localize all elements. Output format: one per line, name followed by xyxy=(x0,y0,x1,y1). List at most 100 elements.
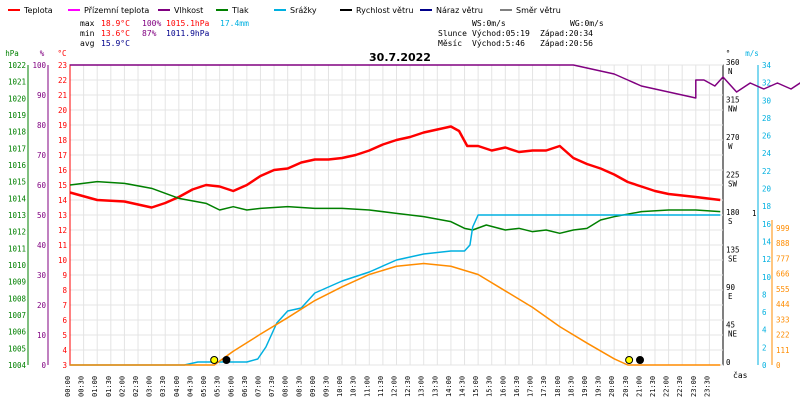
legend-label: Tlak xyxy=(231,6,249,15)
rain-tick-label: 333 xyxy=(776,315,790,324)
x-tick-label: 05:00 xyxy=(200,376,208,397)
stats-block: max 18.9°C 100% 1015.1hPa 17.4mm min 13.… xyxy=(80,19,249,48)
percent-tick-label: 70 xyxy=(37,151,47,160)
x-tick-label: 05:30 xyxy=(214,376,222,397)
x-tick-label: 13:30 xyxy=(431,376,439,397)
rain-tick-label: 777 xyxy=(776,254,790,263)
hpa-tick-label: 1019 xyxy=(8,111,26,120)
moonset-text: Západ:20:56 xyxy=(540,39,593,48)
celsius-tick-label: 21 xyxy=(58,91,67,100)
x-tick-label: 21:00 xyxy=(635,376,643,397)
celsius-tick-label: 9 xyxy=(62,271,67,280)
hpa-tick-label: 1007 xyxy=(8,311,26,320)
direction-name-label: NE xyxy=(728,330,738,339)
stat-avg-label: avg xyxy=(80,39,95,48)
x-tick-label: 08:00 xyxy=(282,376,290,397)
series-line-1 xyxy=(70,64,800,99)
wind-tick-label: 18 xyxy=(762,202,772,211)
celsius-tick-label: 8 xyxy=(62,286,67,295)
wind-tick-label: 6 xyxy=(762,308,767,317)
percent-tick-label: 0 xyxy=(41,361,46,370)
legend-label: Teplota xyxy=(23,6,53,15)
stat-max-press: 1015.1hPa xyxy=(166,19,210,28)
celsius-tick-label: 20 xyxy=(58,106,68,115)
x-tick-label: 11:30 xyxy=(377,376,385,397)
direction-name-label: E xyxy=(728,292,733,301)
x-tick-label: 19:00 xyxy=(581,376,589,397)
direction-tick-label: 225 xyxy=(726,171,740,180)
hpa-tick-label: 1009 xyxy=(8,278,26,287)
wind-tick-label: 24 xyxy=(762,149,772,158)
wind-tick-label: 4 xyxy=(762,326,767,335)
x-tick-label: 21:30 xyxy=(649,376,657,397)
x-tick-label: 19:30 xyxy=(595,376,603,397)
hpa-tick-label: 1012 xyxy=(8,228,26,237)
direction-tick-label: 315 xyxy=(726,96,740,105)
rain-tick-label: 222 xyxy=(776,331,790,340)
celsius-tick-label: 17 xyxy=(58,151,67,160)
celsius-tick-label: 3 xyxy=(62,361,67,370)
stat-avg-temp: 15.9°C xyxy=(101,39,130,48)
percent-tick-label: 80 xyxy=(37,121,47,130)
x-tick-label: 06:30 xyxy=(241,376,249,397)
wind-speed-text: WS:0m/s xyxy=(472,19,506,28)
direction-name-label: SW xyxy=(728,180,738,189)
x-tick-label: 00:00 xyxy=(64,376,72,397)
series-line-4 xyxy=(70,262,721,366)
stat-max-label: max xyxy=(80,19,95,28)
percent-tick-label: 40 xyxy=(37,241,47,250)
chart-title: 30.7.2022 xyxy=(369,51,431,64)
x-tick-label: 04:30 xyxy=(186,376,194,397)
sunset-text: Západ:20:34 xyxy=(540,29,593,38)
x-tick-label: 09:30 xyxy=(322,376,330,397)
rain-tick-label: 555 xyxy=(776,285,790,294)
legend-label: Směr větru xyxy=(516,6,561,15)
moonrise-marker xyxy=(222,356,231,364)
hpa-tick-label: 1005 xyxy=(8,344,26,353)
x-tick-label: 16:00 xyxy=(499,376,507,397)
wind-tick-label: 12 xyxy=(762,255,771,264)
hpa-tick-label: 1018 xyxy=(8,128,27,137)
legend: Teplota Přízemní teplota Vlhkost Tlak Srážky… xyxy=(8,6,561,15)
x-tick-label: 18:30 xyxy=(567,376,575,397)
percent-axis-title: % xyxy=(40,49,45,58)
celsius-tick-label: 7 xyxy=(62,301,67,310)
x-tick-label: 07:30 xyxy=(268,376,276,397)
direction-name-label: NW xyxy=(728,105,738,114)
rain-tick-label: 888 xyxy=(776,239,790,248)
series-line-2 xyxy=(69,180,721,235)
x-tick-label: 14:30 xyxy=(459,376,467,397)
x-tick-label: 20:30 xyxy=(622,376,630,397)
wind-tick-label: 34 xyxy=(762,61,772,70)
x-tick-label: 11:00 xyxy=(363,376,371,397)
x-tick-label: 03:30 xyxy=(159,376,167,397)
x-tick-label: 02:30 xyxy=(132,376,140,397)
legend-label: Srážky xyxy=(290,6,317,15)
x-tick-label: 22:00 xyxy=(663,376,671,397)
wind-axis-title: m/s xyxy=(745,49,759,58)
x-tick-label: 14:00 xyxy=(445,376,453,397)
direction-name-label: W xyxy=(728,142,733,151)
x-tick-label: 03:00 xyxy=(146,376,154,397)
direction-tick-label: 270 xyxy=(726,133,740,142)
wind-tick-label: 20 xyxy=(762,185,772,194)
percent-tick-label: 50 xyxy=(37,211,47,220)
percent-tick-label: 30 xyxy=(37,271,47,280)
x-tick-label: 01:00 xyxy=(91,376,99,397)
x-tick-label: 07:00 xyxy=(254,376,262,397)
hpa-tick-label: 1016 xyxy=(8,161,27,170)
direction-tick-label: 135 xyxy=(726,246,740,255)
wind-tick-label: 2 xyxy=(762,343,767,352)
hpa-tick-label: 1008 xyxy=(8,294,27,303)
wind-gust-text: WG:0m/s xyxy=(570,19,604,28)
direction-tick-label: 180 xyxy=(726,208,740,217)
moonrise-text: Východ:5:46 xyxy=(472,39,525,48)
markers-layer xyxy=(210,356,645,364)
hpa-tick-label: 1004 xyxy=(8,361,27,370)
moon-label: Měsíc xyxy=(438,39,462,48)
sun-label: Slunce xyxy=(438,29,467,38)
hpa-tick-label: 1017 xyxy=(8,144,26,153)
hpa-tick-label: 1015 xyxy=(8,178,26,187)
x-tick-label: 13:00 xyxy=(418,376,426,397)
wind-tick-label: 14 xyxy=(762,237,772,246)
